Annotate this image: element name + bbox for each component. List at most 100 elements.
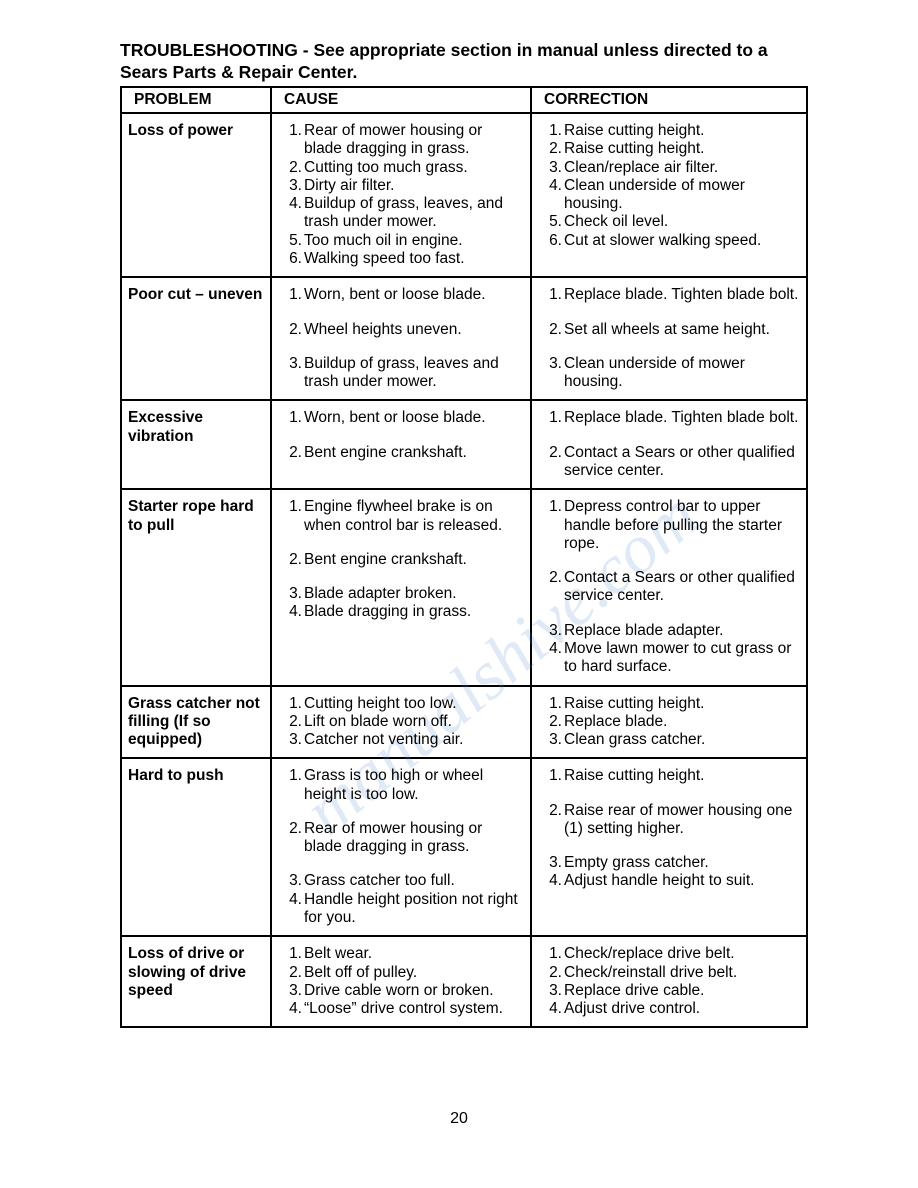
list-number: 4.	[282, 1000, 302, 1018]
list-number: 2.	[542, 713, 562, 731]
list-number: 1.	[282, 122, 302, 140]
cause-text: Buildup of grass, leaves, and trash unde…	[304, 195, 503, 230]
list-number: 1.	[282, 767, 302, 785]
cause-item: 2.Rear of mower housing or blade draggin…	[304, 820, 524, 857]
cause-item: 4.Handle height position not right for y…	[304, 891, 524, 928]
cause-text: Worn, bent or loose blade.	[304, 286, 486, 303]
correction-text: Raise cutting height.	[564, 122, 704, 139]
list-number: 2.	[282, 713, 302, 731]
correction-cell: 1.Raise cutting height.2.Replace blade.3…	[531, 686, 807, 759]
cause-text: Walking speed too fast.	[304, 250, 465, 267]
correction-text: Contact a Sears or other qualified servi…	[564, 569, 795, 604]
correction-text: Contact a Sears or other qualified servi…	[564, 444, 795, 479]
cause-item: 2.Cutting too much grass.	[304, 159, 524, 177]
cause-cell: 1.Belt wear.2.Belt off of pulley.3.Drive…	[271, 936, 531, 1027]
correction-text: Replace drive cable.	[564, 982, 704, 999]
list-number: 2.	[282, 820, 302, 838]
list-number: 1.	[282, 286, 302, 304]
list-number: 1.	[282, 945, 302, 963]
page: TROUBLESHOOTING - See appropriate sectio…	[0, 0, 918, 1028]
correction-text: Empty grass catcher.	[564, 854, 709, 871]
cause-text: Lift on blade worn off.	[304, 713, 452, 730]
correction-text: Replace blade. Tighten blade bolt.	[564, 286, 798, 303]
correction-text: Clean underside of mower housing.	[564, 355, 745, 390]
list-number: 4.	[542, 177, 562, 195]
problem-cell: Poor cut – uneven	[121, 277, 271, 400]
table-row: Loss of drive or slowing of drive speed1…	[121, 936, 807, 1027]
correction-text: Check/replace drive belt.	[564, 945, 735, 962]
list-number: 2.	[542, 321, 562, 339]
problem-cell: Loss of drive or slowing of drive speed	[121, 936, 271, 1027]
list-number: 1.	[542, 286, 562, 304]
list-number: 1.	[282, 695, 302, 713]
cause-item: 1.Engine flywheel brake is on when contr…	[304, 498, 524, 535]
list-number: 1.	[282, 409, 302, 427]
correction-item: 2.Raise rear of mower housing one (1) se…	[564, 802, 800, 839]
correction-text: Adjust handle height to suit.	[564, 872, 754, 889]
cause-text: Wheel heights uneven.	[304, 321, 462, 338]
correction-text: Raise cutting height.	[564, 140, 704, 157]
list-number: 1.	[542, 695, 562, 713]
correction-text: Raise rear of mower housing one (1) sett…	[564, 802, 792, 837]
list-number: 3.	[542, 731, 562, 749]
correction-text: Depress control bar to upper handle befo…	[564, 498, 782, 552]
correction-item: 4.Clean underside of mower housing.	[564, 177, 800, 214]
list-number: 1.	[542, 409, 562, 427]
cause-cell: 1.Engine flywheel brake is on when contr…	[271, 489, 531, 685]
correction-text: Raise cutting height.	[564, 695, 704, 712]
list-number: 3.	[542, 982, 562, 1000]
table-row: Starter rope hard to pull 1.Engine flywhe…	[121, 489, 807, 685]
page-number: 20	[0, 1110, 918, 1128]
correction-text: Check/reinstall drive belt.	[564, 964, 737, 981]
cause-text: Too much oil in engine.	[304, 232, 463, 249]
problem-cell: Starter rope hard to pull	[121, 489, 271, 685]
cause-item: 1.Rear of mower housing or blade draggin…	[304, 122, 524, 159]
correction-item: 1.Check/replace drive belt.	[564, 945, 800, 963]
problem-cell: Excessive vibration	[121, 400, 271, 489]
list-number: 2.	[282, 321, 302, 339]
cause-item: 2.Lift on blade worn off.	[304, 713, 524, 731]
correction-item: 3.Clean grass catcher.	[564, 731, 800, 749]
cause-cell: 1.Grass is too high or wheel height is t…	[271, 758, 531, 936]
cause-cell: 1.Worn, bent or loose blade.2.Bent engin…	[271, 400, 531, 489]
list-number: 2.	[542, 140, 562, 158]
cause-text: Engine flywheel brake is on when control…	[304, 498, 502, 533]
list-number: 3.	[282, 355, 302, 373]
correction-item: 3.Empty grass catcher.	[564, 854, 800, 872]
cause-text: Rear of mower housing or blade dragging …	[304, 820, 482, 855]
cause-text: Cutting height too low.	[304, 695, 457, 712]
cause-text: Drive cable worn or broken.	[304, 982, 494, 999]
cause-item: 1.Grass is too high or wheel height is t…	[304, 767, 524, 804]
troubleshooting-table: PROBLEM CAUSE CORRECTION Loss of power1.…	[120, 86, 808, 1029]
list-number: 2.	[542, 964, 562, 982]
cause-item: 3.Grass catcher too full.	[304, 872, 524, 890]
cause-item: 3.Blade adapter broken.	[304, 585, 524, 603]
list-number: 2.	[282, 159, 302, 177]
correction-item: 2.Contact a Sears or other qualified ser…	[564, 569, 800, 606]
list-number: 5.	[282, 232, 302, 250]
table-row: Hard to push1.Grass is too high or wheel…	[121, 758, 807, 936]
cause-item: 2.Belt off of pulley.	[304, 964, 524, 982]
correction-text: Replace blade adapter.	[564, 622, 723, 639]
correction-item: 2.Set all wheels at same height.	[564, 321, 800, 339]
col-header-problem: PROBLEM	[121, 87, 271, 113]
list-number: 3.	[282, 177, 302, 195]
correction-text: Adjust drive control.	[564, 1000, 700, 1017]
table-row: Excessive vibration1.Worn, bent or loose…	[121, 400, 807, 489]
cause-item: 4.Blade dragging in grass.	[304, 603, 524, 621]
cause-text: Bent engine crankshaft.	[304, 551, 467, 568]
correction-item: 4.Adjust handle height to suit.	[564, 872, 800, 890]
list-number: 3.	[282, 872, 302, 890]
correction-cell: 1.Replace blade. Tighten blade bolt.2.Co…	[531, 400, 807, 489]
cause-item: 6.Walking speed too fast.	[304, 250, 524, 268]
col-header-cause: CAUSE	[271, 87, 531, 113]
list-number: 2.	[282, 964, 302, 982]
list-number: 4.	[542, 640, 562, 658]
correction-item: 1.Depress control bar to upper handle be…	[564, 498, 800, 553]
list-number: 3.	[542, 355, 562, 373]
correction-item: 1.Replace blade. Tighten blade bolt.	[564, 286, 800, 304]
list-number: 4.	[282, 603, 302, 621]
list-number: 1.	[542, 945, 562, 963]
correction-cell: 1.Raise cutting height.2.Raise cutting h…	[531, 113, 807, 277]
correction-item: 2.Check/reinstall drive belt.	[564, 964, 800, 982]
